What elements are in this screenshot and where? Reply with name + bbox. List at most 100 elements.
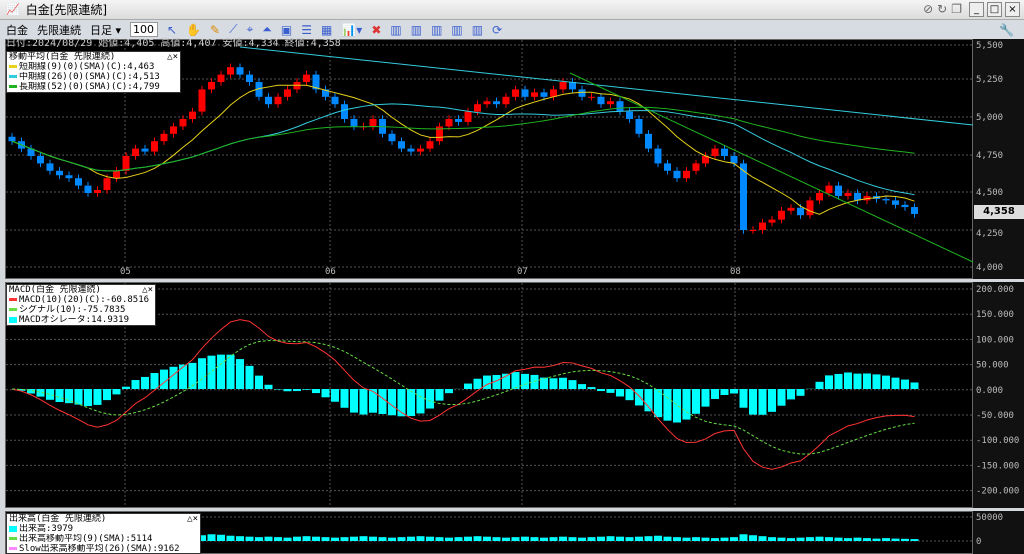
volume-bar <box>293 536 301 541</box>
crosshair-icon[interactable]: ⌖ <box>246 22 254 36</box>
volume-bar <box>768 537 776 541</box>
volume-bar <box>749 535 757 541</box>
settings-wrench-icon[interactable]: 🔧 <box>999 22 1014 37</box>
candle-body <box>635 119 643 134</box>
oscillator-swatch <box>9 316 17 323</box>
macd-tick-label: -100.000 <box>976 436 1019 446</box>
macd-oscillator-bar <box>644 389 653 412</box>
price-tick-label: 4,750 <box>976 151 1003 161</box>
volume-bar <box>863 538 871 541</box>
copy-window-icon[interactable]: ❐ <box>951 2 962 16</box>
macd-oscillator-bar <box>255 375 263 389</box>
macd-oscillator-bar <box>853 373 862 389</box>
volume-bar <box>635 536 643 541</box>
volume-bar <box>787 538 795 541</box>
volume-bar <box>530 537 539 541</box>
hand-icon[interactable]: ✋ <box>186 22 202 37</box>
legend-collapse-close-icon[interactable]: △× <box>142 285 153 295</box>
ma-mid-swatch <box>9 75 17 78</box>
indicator-4-icon[interactable]: ▥ <box>451 22 463 37</box>
candle-body <box>683 170 690 179</box>
remove-indicator-icon[interactable]: ✖ <box>371 22 382 37</box>
minimize-button[interactable]: _ <box>969 2 984 17</box>
candle-body <box>540 92 548 97</box>
macd-oscillator-bar <box>711 389 719 399</box>
volume-bar <box>359 536 368 541</box>
chart-app-icon: 📈 <box>6 3 20 16</box>
legend-collapse-close-icon[interactable]: △× <box>167 52 178 62</box>
indicator-icon[interactable]: 📊▾ <box>341 22 363 37</box>
legend-collapse-close-icon[interactable]: △× <box>187 514 198 524</box>
macd-oscillator-bar <box>84 389 92 407</box>
candle-body <box>692 163 700 171</box>
candle-body <box>141 148 149 152</box>
refresh-icon[interactable]: ↻ <box>937 2 948 16</box>
candle-body <box>246 74 253 82</box>
chart-new-icon[interactable]: ▣ <box>280 22 293 37</box>
price-axis[interactable] <box>973 39 1024 279</box>
date-tick-label: 07 <box>517 267 528 277</box>
indicator-1-icon[interactable]: ▥ <box>390 22 402 37</box>
signal-label: シグナル(10):-75.7835 <box>19 305 126 315</box>
volume-bar <box>274 537 282 541</box>
candle-body <box>208 82 215 90</box>
rotate-icon[interactable]: ⟳ <box>492 22 503 37</box>
link-icon[interactable]: ⊘ <box>923 2 934 16</box>
candle-body <box>37 156 44 164</box>
volume-bar <box>416 536 425 541</box>
pencil-icon[interactable]: ✎ <box>210 22 221 37</box>
trendline <box>239 46 974 126</box>
close-button[interactable]: × <box>1005 2 1020 17</box>
grid-rows-icon[interactable]: ☰ <box>301 22 312 37</box>
volume-bar <box>312 536 320 541</box>
volume-bar <box>663 536 672 541</box>
candle-body <box>84 185 92 193</box>
volume-bar <box>521 536 529 541</box>
volume-bar <box>806 537 814 541</box>
toolbar: 白金 先限連続 日足 ▾ 100 ↖ ✋ ✎ ⟋ ⌖ ⏶ ▣ ☰ ▦ 📊▾ ✖ … <box>0 20 1024 39</box>
maximize-button[interactable]: □ <box>987 2 1002 17</box>
volume-bar <box>597 536 605 541</box>
candle-body <box>759 222 766 230</box>
candle-body <box>113 170 120 179</box>
price-tick-label: 4,250 <box>976 229 1003 239</box>
macd-oscillator-bar <box>720 389 729 395</box>
contract-selector[interactable]: 先限連続 <box>37 23 81 37</box>
candle-body <box>160 133 168 142</box>
volume-bar <box>882 538 890 541</box>
date-tick-label: 08 <box>730 267 741 277</box>
volume-bar <box>540 537 548 541</box>
grid-icon[interactable]: ▦ <box>321 22 333 37</box>
bar-count-input[interactable]: 100 <box>130 22 159 37</box>
symbol-selector[interactable]: 白金 <box>6 23 28 37</box>
indicator-2-icon[interactable]: ▥ <box>410 22 423 37</box>
volume-bar <box>673 537 681 541</box>
volume-axis[interactable] <box>973 511 1024 554</box>
candle-body <box>797 207 804 216</box>
indicator-3-icon[interactable]: ▥ <box>431 22 443 37</box>
volume-bar <box>207 534 216 541</box>
period-dropdown[interactable]: 日足 ▾ <box>90 23 122 37</box>
candle-body <box>398 141 405 149</box>
volume-bar <box>473 536 482 541</box>
scroll-up-icon[interactable]: ⏶ <box>262 22 272 36</box>
indicator-5-icon[interactable]: ▥ <box>471 22 484 37</box>
macd-axis[interactable] <box>973 282 1024 508</box>
period-value: 日足 <box>90 23 112 37</box>
macd-oscillator-bar <box>578 384 586 389</box>
volume-bar <box>226 535 235 541</box>
macd-oscillator-bar <box>749 389 757 415</box>
draw-line-icon[interactable]: ⟋ <box>229 22 238 36</box>
volume-bar <box>910 539 919 541</box>
macd-panel[interactable] <box>5 282 973 508</box>
volume-bar <box>720 537 729 541</box>
volume-bar <box>853 537 862 541</box>
macd-oscillator-bar <box>882 375 890 389</box>
volume-bar <box>844 538 852 541</box>
signal-swatch <box>9 308 17 311</box>
candle-body <box>825 185 833 193</box>
pointer-icon[interactable]: ↖ <box>167 22 178 37</box>
volume-bar <box>758 536 767 541</box>
macd-oscillator-bar <box>825 375 833 389</box>
candle-body <box>588 96 595 98</box>
